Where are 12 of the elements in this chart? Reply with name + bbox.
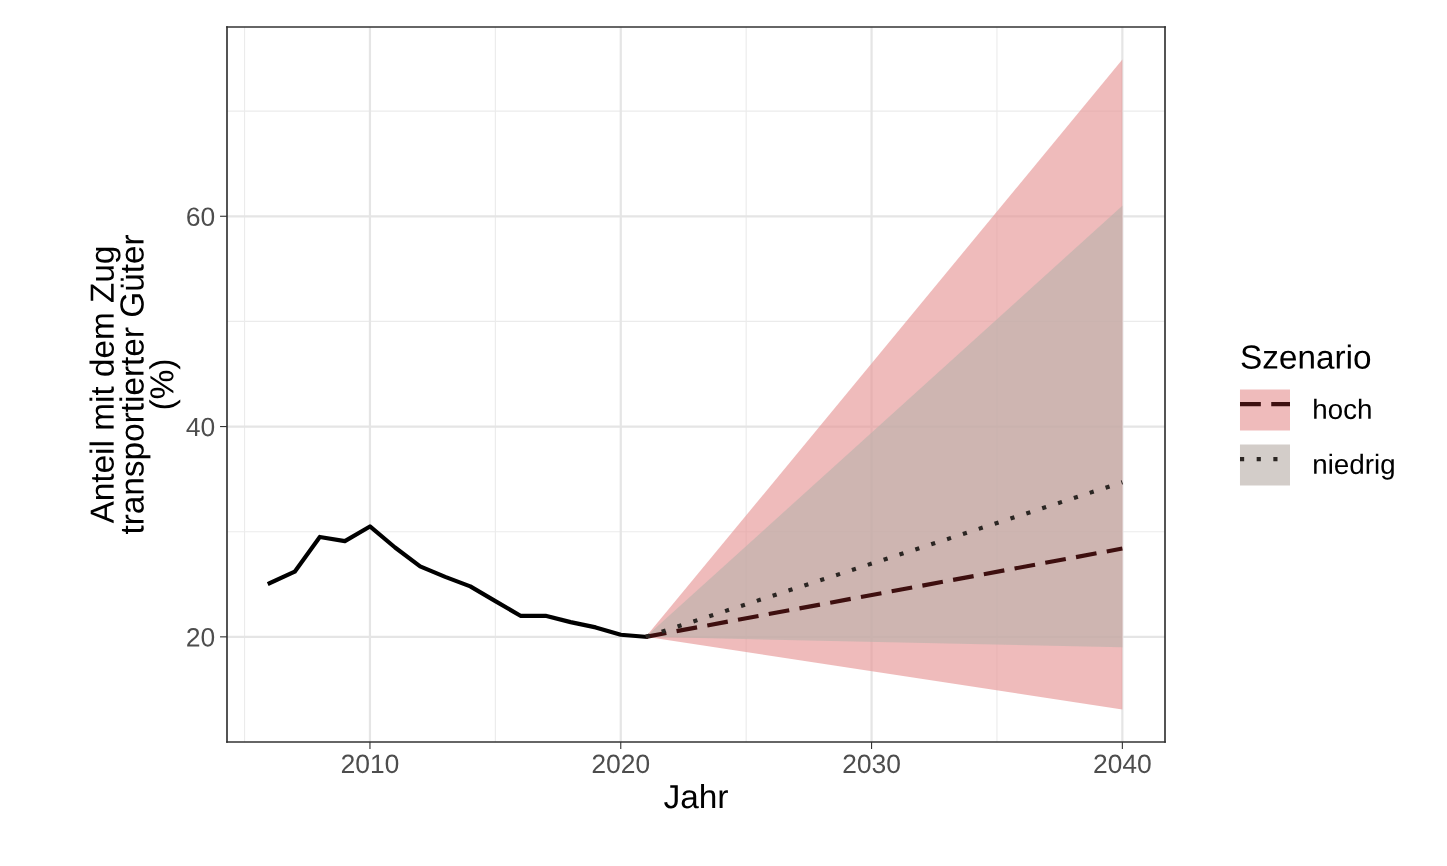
x-tick-label: 2010 xyxy=(341,754,399,774)
y-tick-label: 60 xyxy=(187,207,215,227)
x-tick-label: 2030 xyxy=(843,754,900,774)
y-tick-label: 20 xyxy=(187,627,215,647)
x-tick-label: 2020 xyxy=(592,754,650,774)
y-tick-label: 40 xyxy=(186,417,215,437)
legend-label: hoch xyxy=(1314,398,1371,420)
legend-title: Szenario xyxy=(1241,344,1371,369)
legend-label: niedrig xyxy=(1314,453,1394,480)
y-axis-title: Anteil mit dem Zug transportierter Güter (%) xyxy=(89,234,181,535)
x-axis-title: Jahr xyxy=(664,783,728,809)
x-tick-label: 2040 xyxy=(1094,754,1151,774)
